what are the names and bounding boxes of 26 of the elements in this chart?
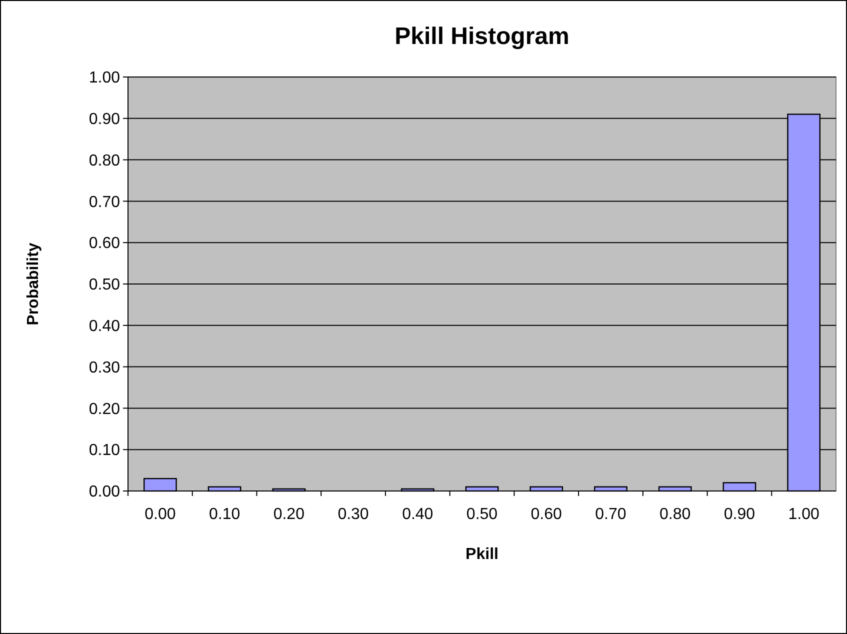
x-tick-label: 0.00 xyxy=(144,506,176,523)
y-tick-label: 0.80 xyxy=(88,152,120,170)
y-tick-label: 1.00 xyxy=(88,70,120,87)
y-tick-label: 0.30 xyxy=(88,359,120,376)
y-tick-label: 0.60 xyxy=(88,235,120,252)
y-tick-label: 0.90 xyxy=(88,111,120,128)
x-tick-label: 0.90 xyxy=(724,506,756,523)
x-tick-label: 0.40 xyxy=(402,506,434,523)
x-tick-label: 0.80 xyxy=(660,506,691,523)
x-tick-label: 0.60 xyxy=(530,506,562,523)
x-tick-label: 0.30 xyxy=(338,506,369,523)
x-axis-title: Pkill xyxy=(466,546,498,563)
y-axis-title: Probability xyxy=(25,242,42,326)
x-tick-label: 1.00 xyxy=(788,506,820,523)
x-tick-label: 0.70 xyxy=(595,506,626,523)
y-tick-label: 0.10 xyxy=(88,442,120,460)
x-tick-label: 0.20 xyxy=(273,506,305,523)
y-tick-label: 0.00 xyxy=(88,484,120,501)
y-tick-label: 0.70 xyxy=(88,194,120,211)
bar xyxy=(143,478,177,492)
y-tick-label: 0.50 xyxy=(88,276,120,294)
x-tick-label: 0.50 xyxy=(466,506,498,523)
y-tick-label: 0.20 xyxy=(88,400,120,418)
chart-title: Pkill Histogram xyxy=(394,23,570,50)
x-tick-label: 0.10 xyxy=(208,506,240,523)
y-tick-label: 0.40 xyxy=(88,318,120,335)
